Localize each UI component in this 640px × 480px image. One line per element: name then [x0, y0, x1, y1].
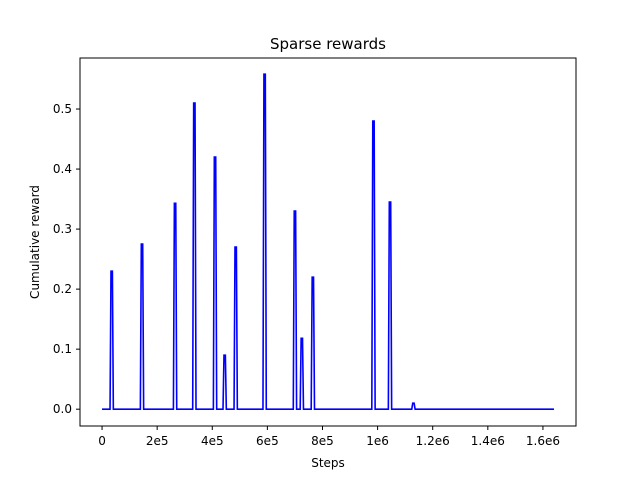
y-tick-label: 0.3 [53, 222, 72, 236]
x-tick-label: 8e5 [311, 434, 334, 448]
data-point [235, 246, 237, 248]
data-point [264, 73, 266, 75]
data-point [224, 354, 226, 356]
data-point [372, 120, 374, 122]
data-point [294, 210, 296, 212]
data-point [141, 243, 143, 245]
plot-area [79, 57, 577, 427]
series-line [102, 73, 554, 410]
y-tick-label: 0.2 [53, 282, 72, 296]
x-tick-label: 0 [98, 434, 106, 448]
data-point [174, 202, 176, 204]
x-axis: 0 2e5 4e5 6e5 8e5 1e6 1.2e6 1.4e6 1.6e6 [98, 426, 560, 448]
y-tick-label: 0.1 [53, 342, 72, 356]
data-point [193, 102, 195, 104]
chart-title: Sparse rewards [270, 35, 386, 53]
data-point [412, 402, 414, 404]
data-point [312, 276, 314, 278]
data-point [111, 270, 113, 272]
x-tick-label: 1.4e6 [471, 434, 505, 448]
x-tick-label: 4e5 [201, 434, 224, 448]
plot-frame [79, 57, 577, 427]
x-tick-label: 1e6 [366, 434, 389, 448]
y-tick-label: 0.5 [53, 102, 72, 116]
x-tick-label: 1.6e6 [526, 434, 560, 448]
y-tick-label: 0.0 [53, 402, 72, 416]
x-tick-label: 1.2e6 [416, 434, 450, 448]
data-point [389, 201, 391, 203]
y-tick-label: 0.4 [53, 162, 72, 176]
x-axis-label: Steps [311, 456, 345, 470]
y-axis: 0.0 0.1 0.2 0.3 0.4 0.5 [53, 102, 80, 416]
data-point [301, 337, 303, 339]
y-axis-label: Cumulative reward [28, 185, 42, 299]
x-tick-label: 2e5 [146, 434, 169, 448]
x-tick-label: 6e5 [256, 434, 279, 448]
data-point [214, 156, 216, 158]
